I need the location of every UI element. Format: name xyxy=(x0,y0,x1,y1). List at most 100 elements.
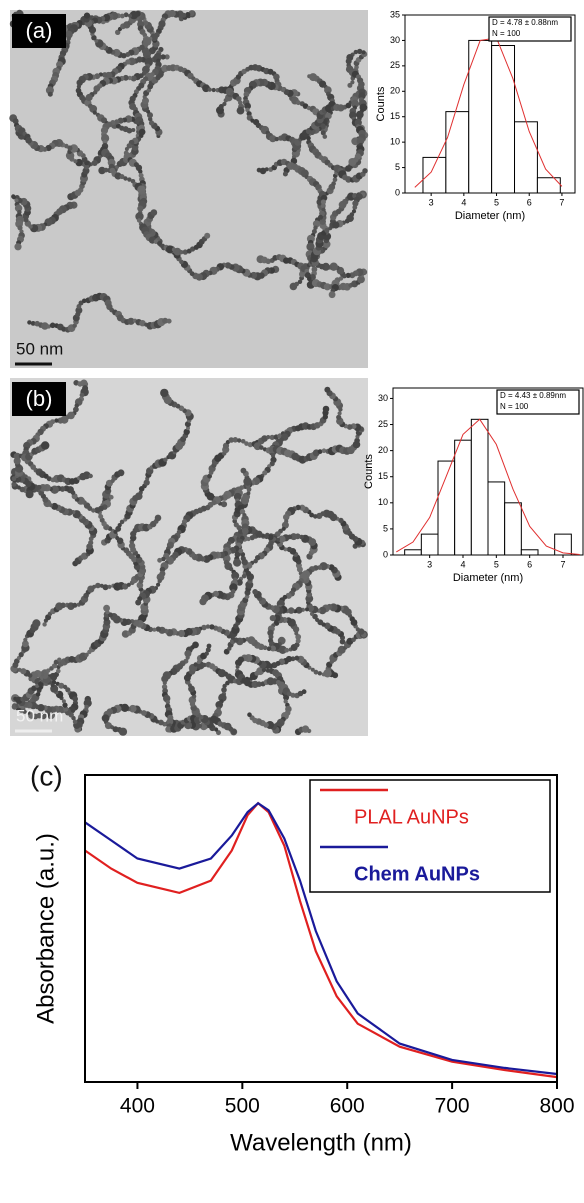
particle xyxy=(119,13,125,19)
particle xyxy=(299,504,306,511)
y-tick-label: 5 xyxy=(395,162,400,172)
particle xyxy=(349,272,356,279)
particle xyxy=(249,535,255,541)
particle xyxy=(128,542,136,549)
particle xyxy=(307,276,312,282)
x-axis-label: Diameter (nm) xyxy=(453,572,523,584)
particle xyxy=(91,160,98,166)
particle xyxy=(88,473,93,479)
particle xyxy=(227,550,232,555)
particle xyxy=(138,169,143,174)
particle xyxy=(72,696,78,702)
particle xyxy=(316,512,323,520)
particle xyxy=(179,250,184,255)
particle xyxy=(270,645,276,652)
particle xyxy=(103,604,110,612)
particle xyxy=(117,469,125,477)
particle xyxy=(47,91,53,97)
particle xyxy=(46,668,51,673)
particle xyxy=(240,439,246,444)
y-tick-label: 15 xyxy=(378,471,388,481)
particle xyxy=(246,487,252,492)
y-axis-label: Absorbance (a.u.) xyxy=(32,833,59,1024)
bar xyxy=(514,121,538,194)
particle xyxy=(202,662,207,668)
particle xyxy=(117,523,122,528)
particle xyxy=(129,10,139,20)
particle xyxy=(320,130,326,136)
particle xyxy=(39,484,47,492)
bar xyxy=(520,549,539,556)
particle xyxy=(186,426,190,431)
particle xyxy=(242,532,247,538)
y-tick-label: 15 xyxy=(390,111,400,121)
particle xyxy=(239,508,246,515)
particle xyxy=(313,669,319,675)
particle xyxy=(82,298,87,304)
particle xyxy=(338,517,344,524)
particle xyxy=(65,151,75,160)
particle xyxy=(135,164,143,171)
particle xyxy=(352,205,358,210)
particle xyxy=(158,719,164,726)
particle xyxy=(362,168,368,174)
particle xyxy=(237,438,242,443)
plot-frame xyxy=(84,774,558,1083)
bar xyxy=(454,439,472,556)
y-tick-label: 0 xyxy=(395,187,400,197)
particle xyxy=(283,514,290,521)
particle xyxy=(222,101,227,107)
particle xyxy=(317,449,323,454)
particle xyxy=(204,232,211,239)
particle xyxy=(162,680,167,686)
particle xyxy=(38,681,44,687)
x-tick-label: 700 xyxy=(435,1095,470,1118)
particle xyxy=(233,637,239,643)
particle xyxy=(127,13,133,18)
x-tick-label: 6 xyxy=(527,559,532,569)
particle xyxy=(85,93,93,102)
particle xyxy=(347,82,353,88)
particle xyxy=(156,573,165,581)
particle xyxy=(215,701,223,709)
particle xyxy=(91,508,96,513)
annotation: D = 4.43 ± 0.89nm xyxy=(500,391,566,400)
particle xyxy=(147,112,153,119)
particle xyxy=(25,137,32,144)
particle xyxy=(324,228,330,233)
particle xyxy=(199,598,207,606)
particle xyxy=(328,564,335,571)
particle xyxy=(317,565,323,570)
particle xyxy=(307,605,315,612)
particle xyxy=(346,424,353,430)
particle xyxy=(135,212,144,221)
particle xyxy=(115,29,121,35)
particle xyxy=(137,205,144,212)
particle xyxy=(143,479,150,486)
particle xyxy=(348,158,357,166)
particle xyxy=(247,712,252,717)
scale-bar-label: 50 nm xyxy=(16,706,63,725)
particle xyxy=(119,174,125,180)
panel-label-bg xyxy=(12,14,66,48)
particle xyxy=(12,118,19,125)
particle xyxy=(221,687,227,693)
particle xyxy=(317,671,322,676)
particle xyxy=(164,54,170,60)
particle xyxy=(345,272,351,278)
particle xyxy=(148,120,155,126)
fit-curve xyxy=(396,418,580,555)
particle xyxy=(142,97,149,105)
particle xyxy=(246,491,251,496)
particle xyxy=(66,36,71,41)
series-line xyxy=(84,801,558,1076)
particle xyxy=(76,84,81,89)
particle xyxy=(222,683,227,689)
particle xyxy=(247,442,253,448)
particle xyxy=(41,322,49,330)
particle xyxy=(313,514,318,519)
panel-label: (c) xyxy=(30,760,63,791)
particle xyxy=(98,166,106,175)
scale-bar-label: 50 nm xyxy=(16,339,63,358)
particle xyxy=(188,685,195,693)
